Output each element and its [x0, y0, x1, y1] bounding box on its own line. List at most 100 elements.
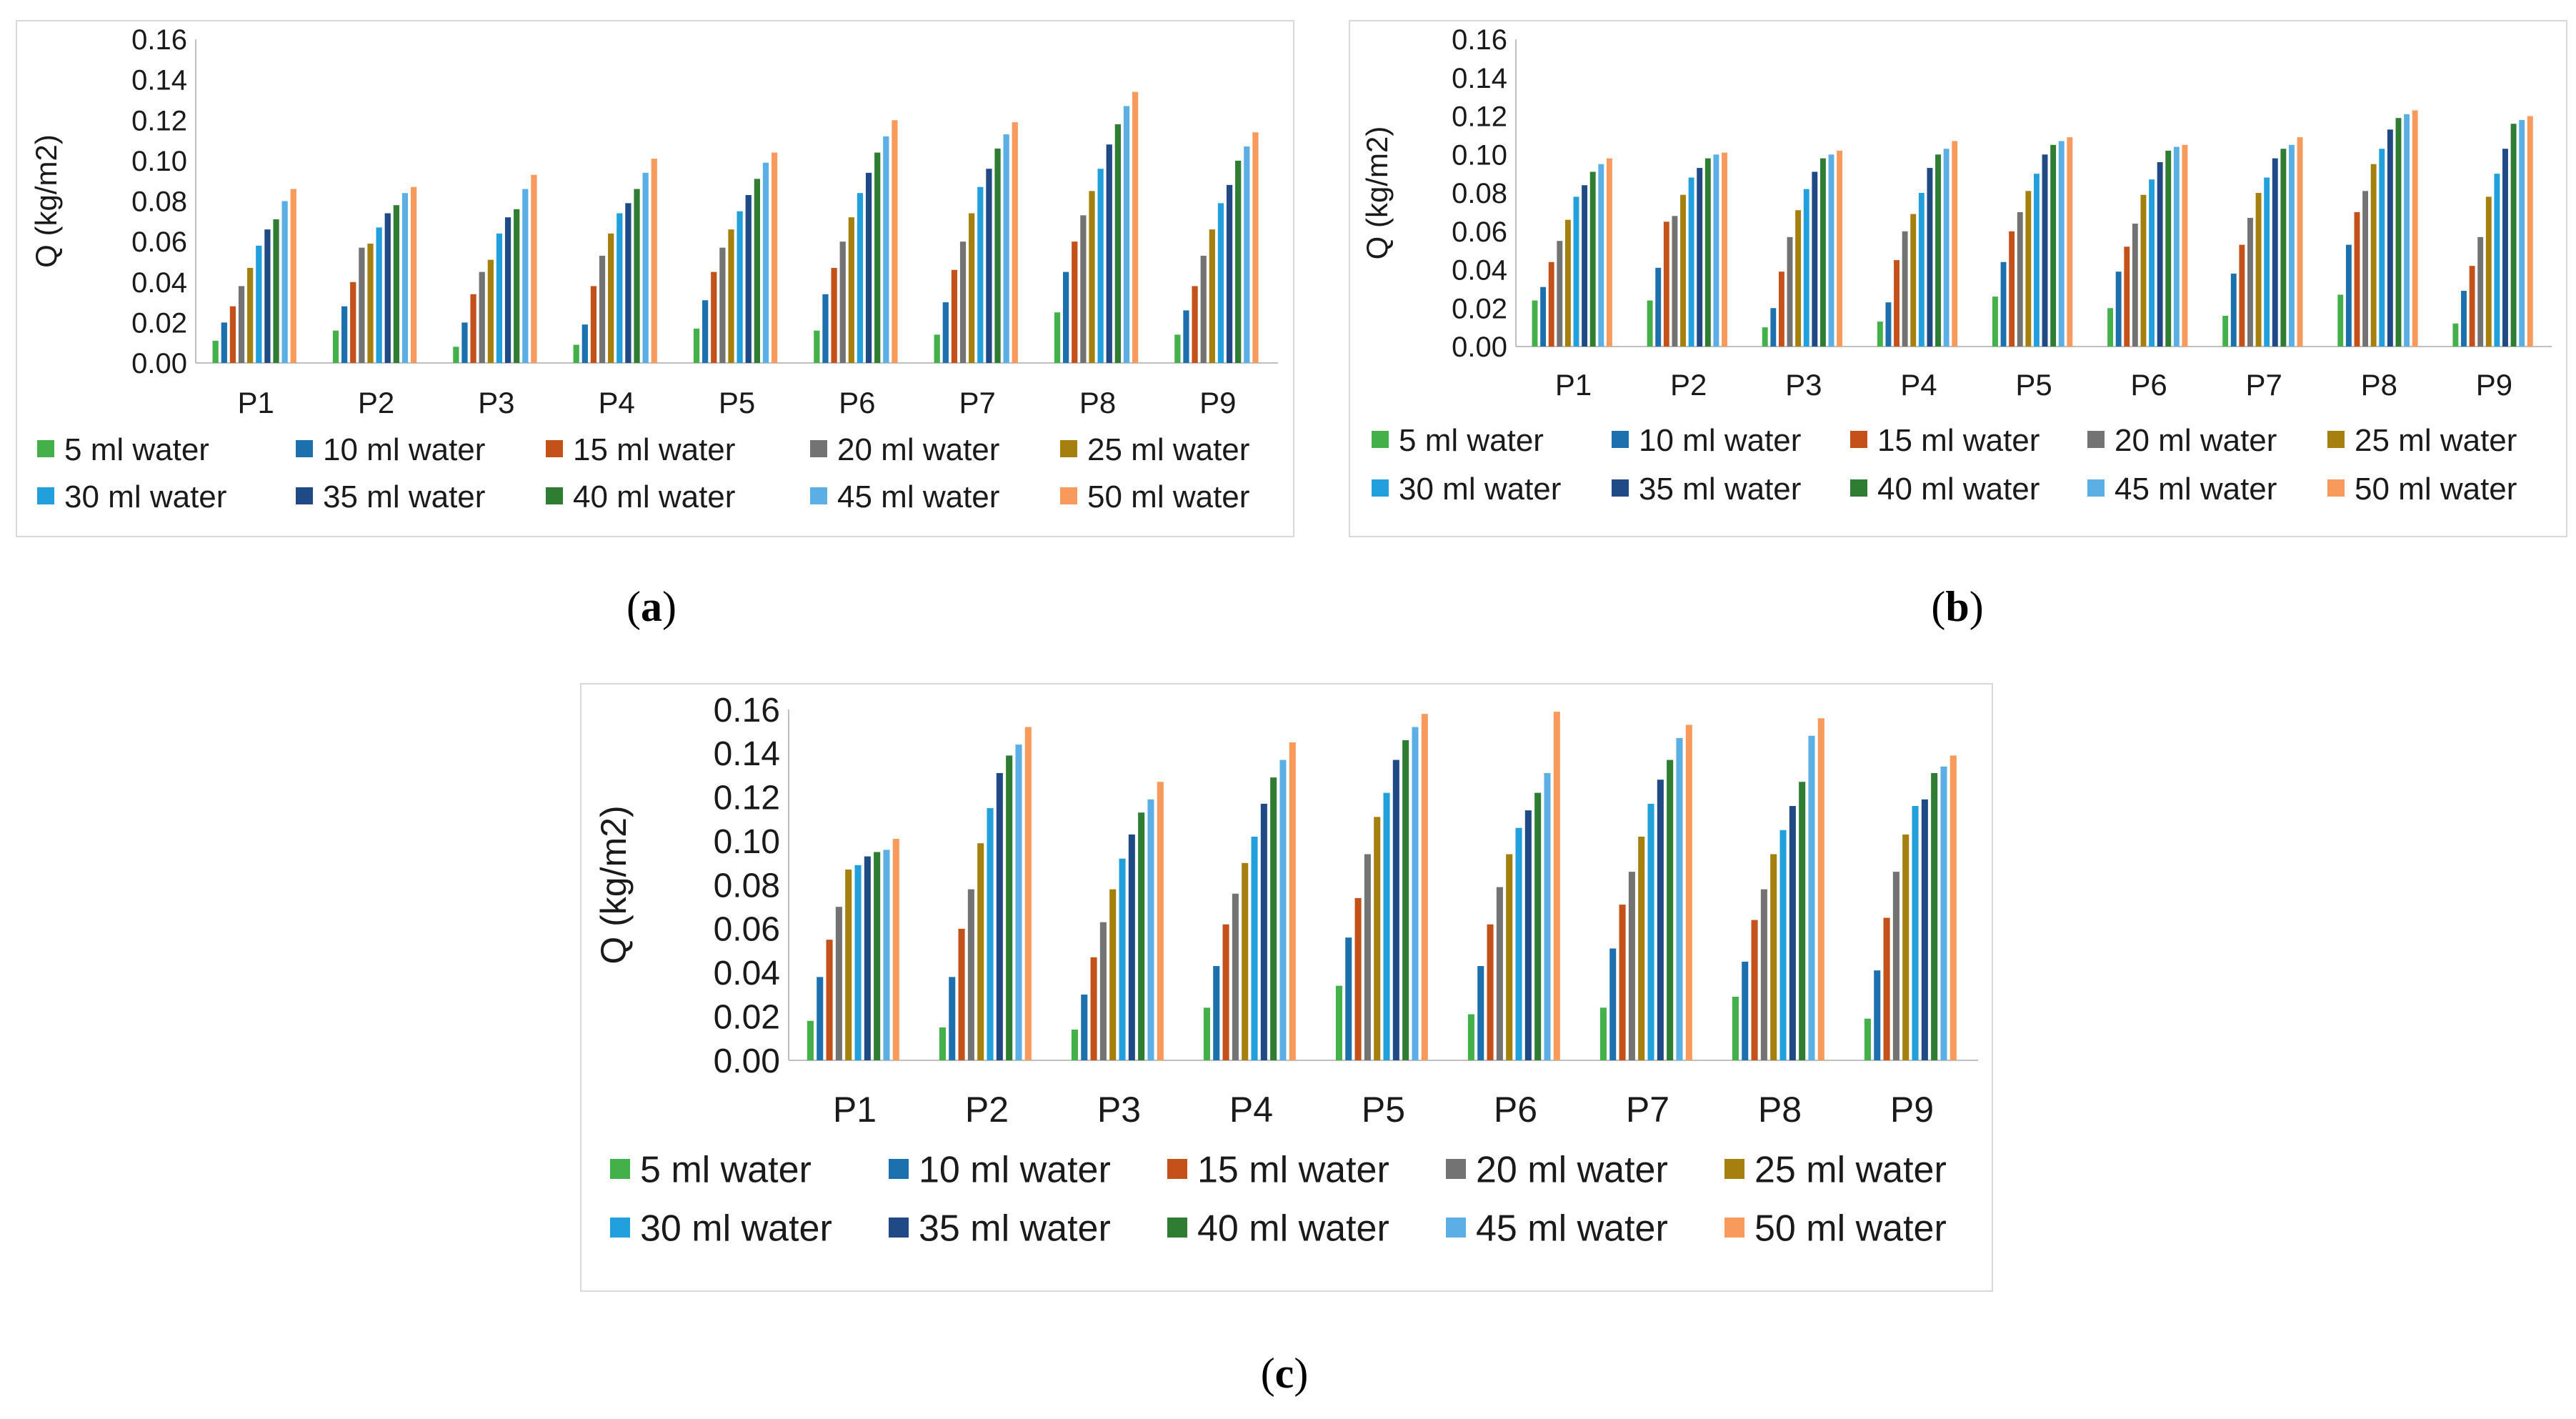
bar-p3-series-4 [1099, 922, 1107, 1060]
bar-p2-series-5 [367, 243, 374, 363]
bar-p8-series-3 [1072, 242, 1078, 363]
bar-p2-series-4 [1672, 216, 1678, 347]
bar-p4-series-5 [1242, 862, 1249, 1060]
bar-p2-series-10 [1024, 727, 1032, 1060]
legend-swatch [810, 487, 827, 504]
bar-p1-series-3 [826, 940, 833, 1060]
bar-p9-series-6 [2494, 174, 2500, 347]
bar-p2-series-5 [977, 843, 984, 1060]
y-tick-label: 0.06 [1452, 216, 1507, 248]
legend-label: 20 ml water [837, 432, 999, 467]
bar-p6-series-4 [839, 242, 846, 363]
legend-label: 5 ml water [1399, 423, 1544, 458]
bar-p4-series-10 [651, 159, 657, 363]
bar-p5-series-10 [1421, 714, 1428, 1060]
legend-swatch [2087, 479, 2105, 497]
bar-p2-series-7 [996, 772, 1003, 1060]
bar-p1-series-6 [854, 865, 862, 1060]
bar-p4-series-4 [1902, 231, 1908, 347]
legend-label: 30 ml water [640, 1208, 832, 1250]
bar-p6-series-1 [1467, 1014, 1474, 1060]
bar-p1-series-1 [1532, 300, 1538, 347]
bar-p4-series-8 [634, 189, 640, 363]
legend-swatch [37, 440, 54, 457]
bar-p5-series-2 [2000, 262, 2007, 347]
x-category-label: P9 [1199, 386, 1236, 419]
legend-swatch [296, 440, 313, 457]
bar-p8-series-10 [1817, 718, 1824, 1060]
bar-p2-series-6 [1688, 177, 1694, 347]
bar-p9-series-2 [2461, 291, 2467, 347]
x-category-label: P3 [1785, 368, 1822, 402]
bar-p6-series-7 [865, 172, 872, 364]
bar-p2-series-2 [1655, 267, 1662, 347]
x-category-label: P8 [2361, 368, 2397, 402]
bar-p2-series-3 [350, 282, 356, 363]
bar-p2-series-4 [967, 889, 974, 1060]
bar-p7-series-3 [951, 269, 958, 363]
bar-p4-series-9 [642, 172, 649, 364]
bar-p9-series-7 [1226, 184, 1233, 363]
bar-p5-series-6 [1383, 792, 1390, 1060]
x-category-label: P9 [1890, 1090, 1934, 1130]
bar-p3-series-1 [453, 347, 459, 363]
legend-swatch [546, 487, 563, 504]
bar-p5-series-6 [737, 211, 743, 363]
legend-swatch [1167, 1218, 1187, 1238]
bar-p8-series-6 [1779, 830, 1787, 1060]
bar-p8-series-3 [2354, 211, 2360, 347]
bar-p1-series-1 [212, 340, 219, 363]
bar-p3-series-8 [514, 209, 520, 363]
y-tick-label: 0.00 [714, 1042, 780, 1080]
bar-p5-series-2 [702, 300, 709, 363]
bar-p9-series-9 [2519, 119, 2525, 347]
bar-p3-series-1 [1762, 327, 1768, 347]
legend-swatch [1724, 1159, 1744, 1179]
legend-swatch [546, 440, 563, 457]
bar-p2-series-1 [939, 1027, 946, 1060]
bar-p6-series-5 [1506, 854, 1513, 1060]
x-category-label: P5 [2015, 368, 2052, 402]
legend-label: 40 ml water [573, 479, 735, 514]
bar-p4-series-6 [1918, 193, 1924, 347]
x-category-label: P2 [965, 1090, 1009, 1130]
y-tick-label: 0.06 [714, 911, 780, 949]
bar-p4-series-5 [608, 233, 614, 363]
bar-p8-series-1 [1054, 312, 1061, 363]
legend-label: 50 ml water [1087, 479, 1249, 514]
bar-p3-series-5 [1795, 210, 1802, 347]
y-tick-label: 0.00 [131, 348, 187, 379]
bar-p5-series-1 [693, 328, 700, 363]
bar-p5-series-7 [2042, 154, 2048, 347]
bar-p4-series-8 [1935, 154, 1941, 347]
bar-p9-series-3 [1883, 917, 1890, 1060]
legend-label: 15 ml water [1877, 423, 2040, 458]
bar-p1-series-5 [1564, 219, 1571, 347]
bar-p9-series-1 [1174, 334, 1181, 363]
legend-label: 25 ml water [2355, 423, 2517, 458]
bar-p1-series-8 [273, 219, 279, 363]
legend-label: 10 ml water [919, 1150, 1111, 1191]
bar-p2-series-2 [341, 306, 348, 363]
bar-p5-series-1 [1335, 985, 1342, 1060]
bar-p1-series-1 [807, 1020, 814, 1060]
x-category-label: P7 [1626, 1090, 1669, 1130]
bar-p6-series-8 [1534, 792, 1542, 1060]
chart-panel-a: 0.00 0.02 0.04 0.06 0.08 0.10 0.12 0.14 0.16 Q (k… [16, 20, 1294, 537]
legend-swatch [1060, 487, 1077, 504]
legend-label: 20 ml water [2115, 423, 2277, 458]
bar-p7-series-9 [2289, 144, 2295, 347]
bar-p8-series-1 [2337, 294, 2344, 347]
x-category-label: P6 [1494, 1090, 1537, 1130]
legend-label: 45 ml water [837, 479, 999, 514]
legend-label: 15 ml water [1197, 1150, 1389, 1191]
bar-p9-series-6 [1912, 806, 1919, 1060]
bar-p1-series-6 [1573, 196, 1579, 347]
bar-p7-series-3 [1619, 905, 1626, 1060]
bar-p8-series-7 [2387, 129, 2393, 347]
x-category-label: P2 [1670, 368, 1707, 402]
bar-p9-series-10 [1252, 132, 1259, 364]
bar-p3-series-6 [1119, 858, 1126, 1060]
bar-p7-series-8 [994, 148, 1001, 363]
x-category-label: P4 [1229, 1090, 1273, 1130]
